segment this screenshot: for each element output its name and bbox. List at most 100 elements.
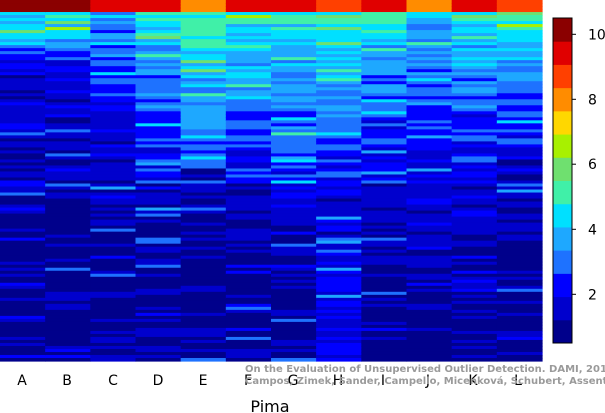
heatmap-cell [90, 12, 137, 16]
heatmap-cell [0, 318, 46, 323]
heatmap-cell [90, 42, 137, 46]
heatmap-cell [135, 108, 182, 112]
heatmap-cell [0, 99, 46, 103]
heatmap-cell [135, 321, 182, 326]
heatmap-cell [316, 222, 362, 227]
heatmap-cell [451, 258, 498, 263]
heatmap-cell [496, 60, 543, 64]
heatmap-cell [180, 138, 227, 142]
heatmap-cell [361, 147, 408, 152]
heatmap-cell [0, 225, 46, 230]
heatmap-cell [180, 276, 227, 281]
heatmap-cell [180, 294, 227, 299]
heatmap-cell [406, 201, 453, 206]
heatmap-cell [361, 234, 408, 239]
heatmap-cell [451, 354, 498, 359]
heatmap-cell [316, 249, 362, 254]
heatmap-cell [0, 333, 46, 338]
heatmap-cell [45, 141, 91, 145]
heatmap-cell [271, 63, 317, 67]
heatmap-cell [225, 75, 272, 79]
heatmap-cell [180, 330, 227, 335]
heatmap-cell [135, 132, 182, 136]
heatmap-cell [180, 300, 227, 305]
heatmap-cell [135, 198, 182, 203]
heatmap-cell [451, 318, 498, 323]
heatmap-cell [406, 159, 453, 164]
heatmap-cell [45, 132, 91, 136]
heatmap-cell [451, 210, 498, 215]
heatmap-cell [180, 144, 227, 149]
heatmap-cell [271, 93, 317, 97]
heatmap-cell [45, 48, 91, 52]
heatmap-cell [135, 15, 182, 19]
heatmap-cell [180, 270, 227, 275]
heatmap-cell [496, 336, 543, 341]
heatmap-cell [451, 288, 498, 293]
heatmap-cell [45, 183, 91, 188]
heatmap-cell [135, 12, 182, 16]
heatmap-cell [496, 150, 543, 155]
heatmap-cell [496, 117, 543, 121]
heatmap-cell [406, 36, 453, 40]
heatmap-cell [225, 81, 272, 85]
heatmap-cell [135, 222, 182, 227]
heatmap-cell [451, 309, 498, 314]
heatmap-cell [496, 321, 543, 326]
heatmap-cell [0, 267, 46, 272]
heatmap-cell [316, 207, 362, 212]
heatmap-cell [45, 318, 91, 323]
heatmap-cell [496, 249, 543, 254]
heatmap-cell [271, 135, 317, 139]
heatmap-cell [316, 99, 362, 103]
heatmap-cell [180, 63, 227, 67]
heatmap-cell [45, 114, 91, 118]
heatmap-cell [225, 12, 272, 16]
heatmap-cell [271, 249, 317, 254]
heatmap-cell [45, 36, 91, 40]
heatmap-cell [271, 153, 317, 158]
heatmap-cell [45, 333, 91, 338]
heatmap-cell [0, 129, 46, 133]
heatmap-cell [451, 69, 498, 73]
colorbar-segment [553, 64, 572, 89]
heatmap-cell [496, 168, 543, 173]
heatmap-cell [271, 42, 317, 46]
heatmap-cell [451, 306, 498, 311]
heatmap-cell [0, 126, 46, 130]
heatmap-cell [451, 333, 498, 338]
heatmap-cell [0, 117, 46, 121]
heatmap-cell [406, 117, 453, 121]
heatmap-cell [225, 36, 272, 40]
heatmap-cell [406, 9, 453, 13]
heatmap-cell [225, 48, 272, 52]
heatmap-cell [0, 330, 46, 335]
heatmap-cell [0, 171, 46, 176]
heatmap-cell [316, 357, 362, 362]
heatmap-cell [135, 201, 182, 206]
heatmap-cell [0, 309, 46, 314]
heatmap-cell [90, 327, 137, 332]
heatmap-cell [225, 24, 272, 28]
heatmap-cell [90, 321, 137, 326]
heatmap-column-L [496, 0, 543, 362]
heatmap-cell [90, 276, 137, 281]
heatmap-column-B [45, 0, 91, 362]
heatmap-cell [361, 258, 408, 263]
heatmap-cell [361, 243, 408, 248]
heatmap-cell [451, 195, 498, 200]
heatmap-cell [496, 99, 543, 103]
heatmap-cell [180, 177, 227, 182]
heatmap-cell [361, 135, 408, 139]
colorbar-segment [553, 110, 572, 135]
heatmap-cell [135, 141, 182, 145]
heatmap-cell [316, 9, 362, 13]
heatmap-cell [361, 333, 408, 338]
heatmap-cell [135, 195, 182, 200]
heatmap-cell [180, 351, 227, 356]
heatmap-cell [0, 273, 46, 278]
heatmap-cell [180, 120, 227, 124]
heatmap-cell [406, 249, 453, 254]
colorbar-tick-label: 4 [588, 222, 597, 238]
heatmap-cell [225, 210, 272, 215]
